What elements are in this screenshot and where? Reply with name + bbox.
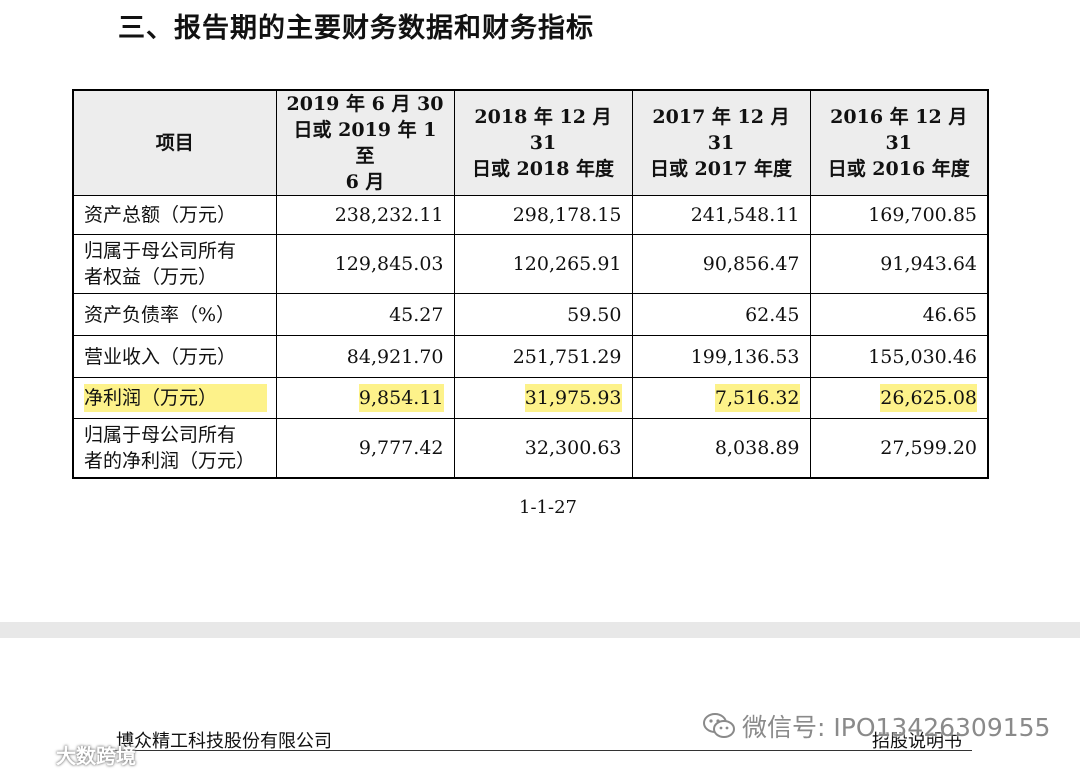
cell-value: 32,300.63	[453, 418, 633, 479]
footer-company: 博众精工科技股份有限公司	[116, 731, 332, 752]
cell-value: 8,038.89	[631, 418, 811, 479]
table-row: 资产负债率（%） 45.27 59.50 62.45 46.65	[72, 293, 989, 336]
cell-value: 199,136.53	[631, 335, 811, 378]
highlight-mark: 7,516.32	[714, 384, 800, 412]
cell-value: 26,625.08	[809, 377, 989, 419]
cell-value: 155,030.46	[809, 335, 989, 378]
header-2019-h1: 2019 年 6 月 30 日或 2019 年 1 至 6 月	[275, 89, 455, 196]
cell-value: 7,516.32	[631, 377, 811, 419]
financial-data-table: 项目 2019 年 6 月 30 日或 2019 年 1 至 6 月 2018 …	[72, 89, 989, 479]
cell-value: 129,845.03	[275, 234, 455, 294]
brand-watermark: 大数跨境	[6, 740, 136, 769]
table-row: 资产总额（万元） 238,232.11 298,178.15 241,548.1…	[72, 195, 989, 235]
cell-value: 238,232.11	[275, 195, 455, 235]
cell-value: 241,548.11	[631, 195, 811, 235]
table-row: 归属于母公司所有 者权益（万元） 129,845.03 120,265.91 9…	[72, 234, 989, 294]
row-label: 资产负债率（%）	[72, 293, 277, 336]
table-header-row: 项目 2019 年 6 月 30 日或 2019 年 1 至 6 月 2018 …	[72, 89, 989, 196]
table-row: 营业收入（万元） 84,921.70 251,751.29 199,136.53…	[72, 335, 989, 378]
cell-value: 27,599.20	[809, 418, 989, 479]
table-row-highlighted: 净利润（万元） 9,854.11 31,975.93 7,516.32 26,6…	[72, 377, 989, 419]
cell-value: 91,943.64	[809, 234, 989, 294]
cell-value: 120,265.91	[453, 234, 633, 294]
footer-rule	[112, 750, 972, 751]
cell-value: 9,777.42	[275, 418, 455, 479]
cell-value: 62.45	[631, 293, 811, 336]
header-2016: 2016 年 12 月 31 日或 2016 年度	[809, 89, 989, 196]
page-separator	[0, 622, 1080, 638]
brand-logo-text: 大数跨境	[56, 744, 136, 768]
cell-value: 84,921.70	[275, 335, 455, 378]
cell-value: 9,854.11	[275, 377, 455, 419]
row-label: 资产总额（万元）	[72, 195, 277, 235]
cell-value: 45.27	[275, 293, 455, 336]
wechat-watermark: 微信号: IPO13426309155	[702, 708, 1050, 744]
cell-value: 46.65	[809, 293, 989, 336]
cell-value: 31,975.93	[453, 377, 633, 419]
brand-logo-icon	[6, 745, 51, 764]
financial-table-container: 项目 2019 年 6 月 30 日或 2019 年 1 至 6 月 2018 …	[72, 89, 989, 479]
row-label: 净利润（万元）	[72, 377, 277, 419]
page-number: 1-1-27	[519, 497, 577, 518]
wechat-id-text: 微信号: IPO13426309155	[742, 713, 1051, 742]
header-2017: 2017 年 12 月 31 日或 2017 年度	[631, 89, 811, 196]
highlight-mark: 31,975.93	[524, 384, 622, 412]
wechat-icon	[703, 713, 735, 738]
cell-value: 251,751.29	[453, 335, 633, 378]
highlight-mark: 26,625.08	[880, 384, 977, 412]
header-item: 项目	[72, 89, 277, 196]
footer-doc-type: 招股说明书	[872, 731, 962, 752]
cell-value: 169,700.85	[809, 195, 989, 235]
cell-value: 298,178.15	[453, 195, 633, 235]
row-label: 归属于母公司所有 者权益（万元）	[72, 234, 277, 294]
header-2018: 2018 年 12 月 31 日或 2018 年度	[453, 89, 633, 196]
highlight-mark: 净利润（万元）	[84, 384, 268, 412]
cell-value: 59.50	[453, 293, 633, 336]
table-row: 归属于母公司所有 者的净利润（万元） 9,777.42 32,300.63 8,…	[72, 418, 989, 479]
highlight-mark: 9,854.11	[358, 384, 444, 412]
cell-value: 90,856.47	[631, 234, 811, 294]
row-label: 营业收入（万元）	[72, 335, 277, 378]
section-title: 三、报告期的主要财务数据和财务指标	[118, 13, 594, 44]
row-label: 归属于母公司所有 者的净利润（万元）	[72, 418, 277, 479]
